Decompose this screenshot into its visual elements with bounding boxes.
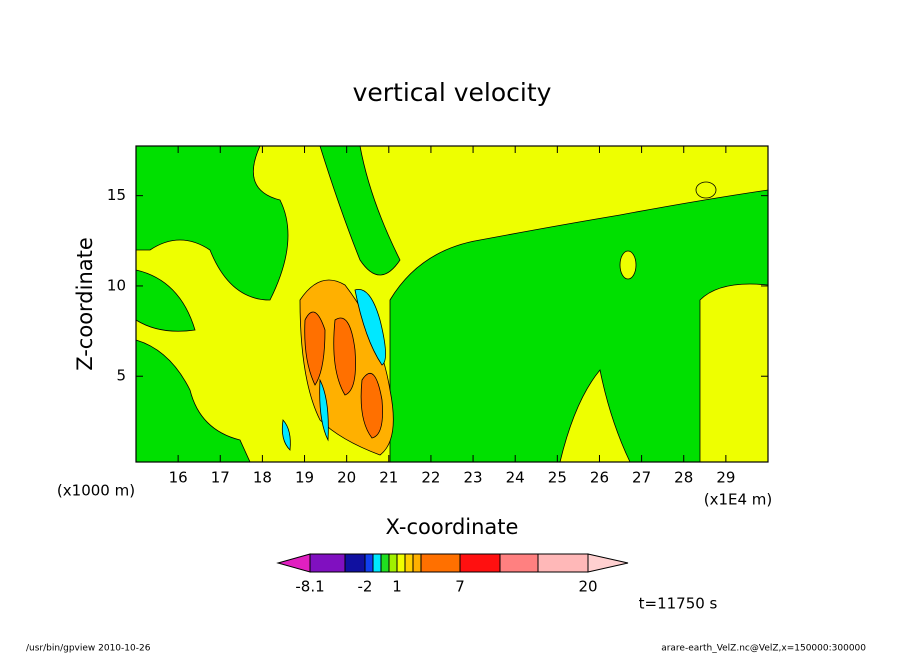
x-tick-label: 21 [379, 469, 398, 487]
x-tick-label: 29 [716, 469, 735, 487]
y-tick-label: 15 [107, 186, 126, 204]
colorbar-label: 1 [392, 578, 402, 596]
y-tick-label: 5 [116, 367, 126, 385]
field-region [319, 145, 401, 276]
colorbar-swatch [412, 553, 422, 573]
colorbar-swatch [372, 553, 382, 573]
colorbar-swatch [537, 553, 589, 573]
x-tick-label: 27 [632, 469, 651, 487]
colorbar-swatch [587, 553, 629, 573]
field-region [319, 378, 329, 442]
colorbar-swatch [309, 553, 346, 573]
x-tick-label: 19 [295, 469, 314, 487]
x-axis-title: X-coordinate [386, 515, 519, 539]
colorbar-swatch [499, 553, 539, 573]
time-label: t=11750 s [639, 595, 718, 613]
colorbar-swatch [380, 553, 390, 573]
field-region [360, 373, 383, 439]
colorbar: -8.1 -2 1 7 20 [276, 553, 629, 596]
x-tick-label: 20 [337, 469, 356, 487]
field-region [135, 339, 251, 463]
field-region [135, 269, 196, 332]
colorbar-label: 20 [578, 578, 597, 596]
x-tick-label: 25 [548, 469, 567, 487]
colorbar-swatch [420, 553, 461, 573]
field-region [389, 189, 769, 463]
x-tick-label: 17 [211, 469, 230, 487]
field-region [559, 369, 631, 463]
chart-title: vertical velocity [353, 78, 552, 107]
footer-left: /usr/bin/gpview 2010-10-26 [26, 644, 151, 654]
colorbar-label: 7 [455, 578, 465, 596]
x-unit: (x1E4 m) [704, 491, 773, 509]
x-tick-label: 23 [464, 469, 483, 487]
colorbar-swatch [276, 553, 311, 573]
colorbar-label: -8.1 [295, 578, 324, 596]
field-region [304, 311, 326, 386]
footer-right: arare-earth_VelZ.nc@VelZ,x=150000:300000 [661, 644, 866, 654]
x-tick-label: 24 [506, 469, 525, 487]
field-region [699, 283, 769, 463]
field-region [619, 250, 637, 280]
colorbar-swatch [404, 553, 414, 573]
field-region [354, 288, 386, 366]
x-tick-label: 22 [421, 469, 440, 487]
contour-field [135, 145, 769, 463]
colorbar-swatch [344, 553, 366, 573]
x-tick-label: 26 [590, 469, 609, 487]
field-region [135, 145, 289, 301]
y-unit: (x1000 m) [57, 482, 135, 500]
field-region [281, 419, 291, 451]
field-region [695, 181, 717, 199]
x-tick-label: 16 [169, 469, 188, 487]
y-tick-label: 10 [107, 276, 126, 294]
y-axis-title: Z-coordinate [73, 237, 97, 371]
colorbar-swatch [364, 553, 374, 573]
field-region [333, 317, 356, 396]
x-tick-label: 28 [674, 469, 693, 487]
plot-frame [135, 145, 769, 463]
colorbar-swatch [388, 553, 398, 573]
x-tick-label: 18 [253, 469, 272, 487]
colorbar-swatch [396, 553, 406, 573]
colorbar-swatch [459, 553, 501, 573]
colorbar-label: -2 [358, 578, 373, 596]
